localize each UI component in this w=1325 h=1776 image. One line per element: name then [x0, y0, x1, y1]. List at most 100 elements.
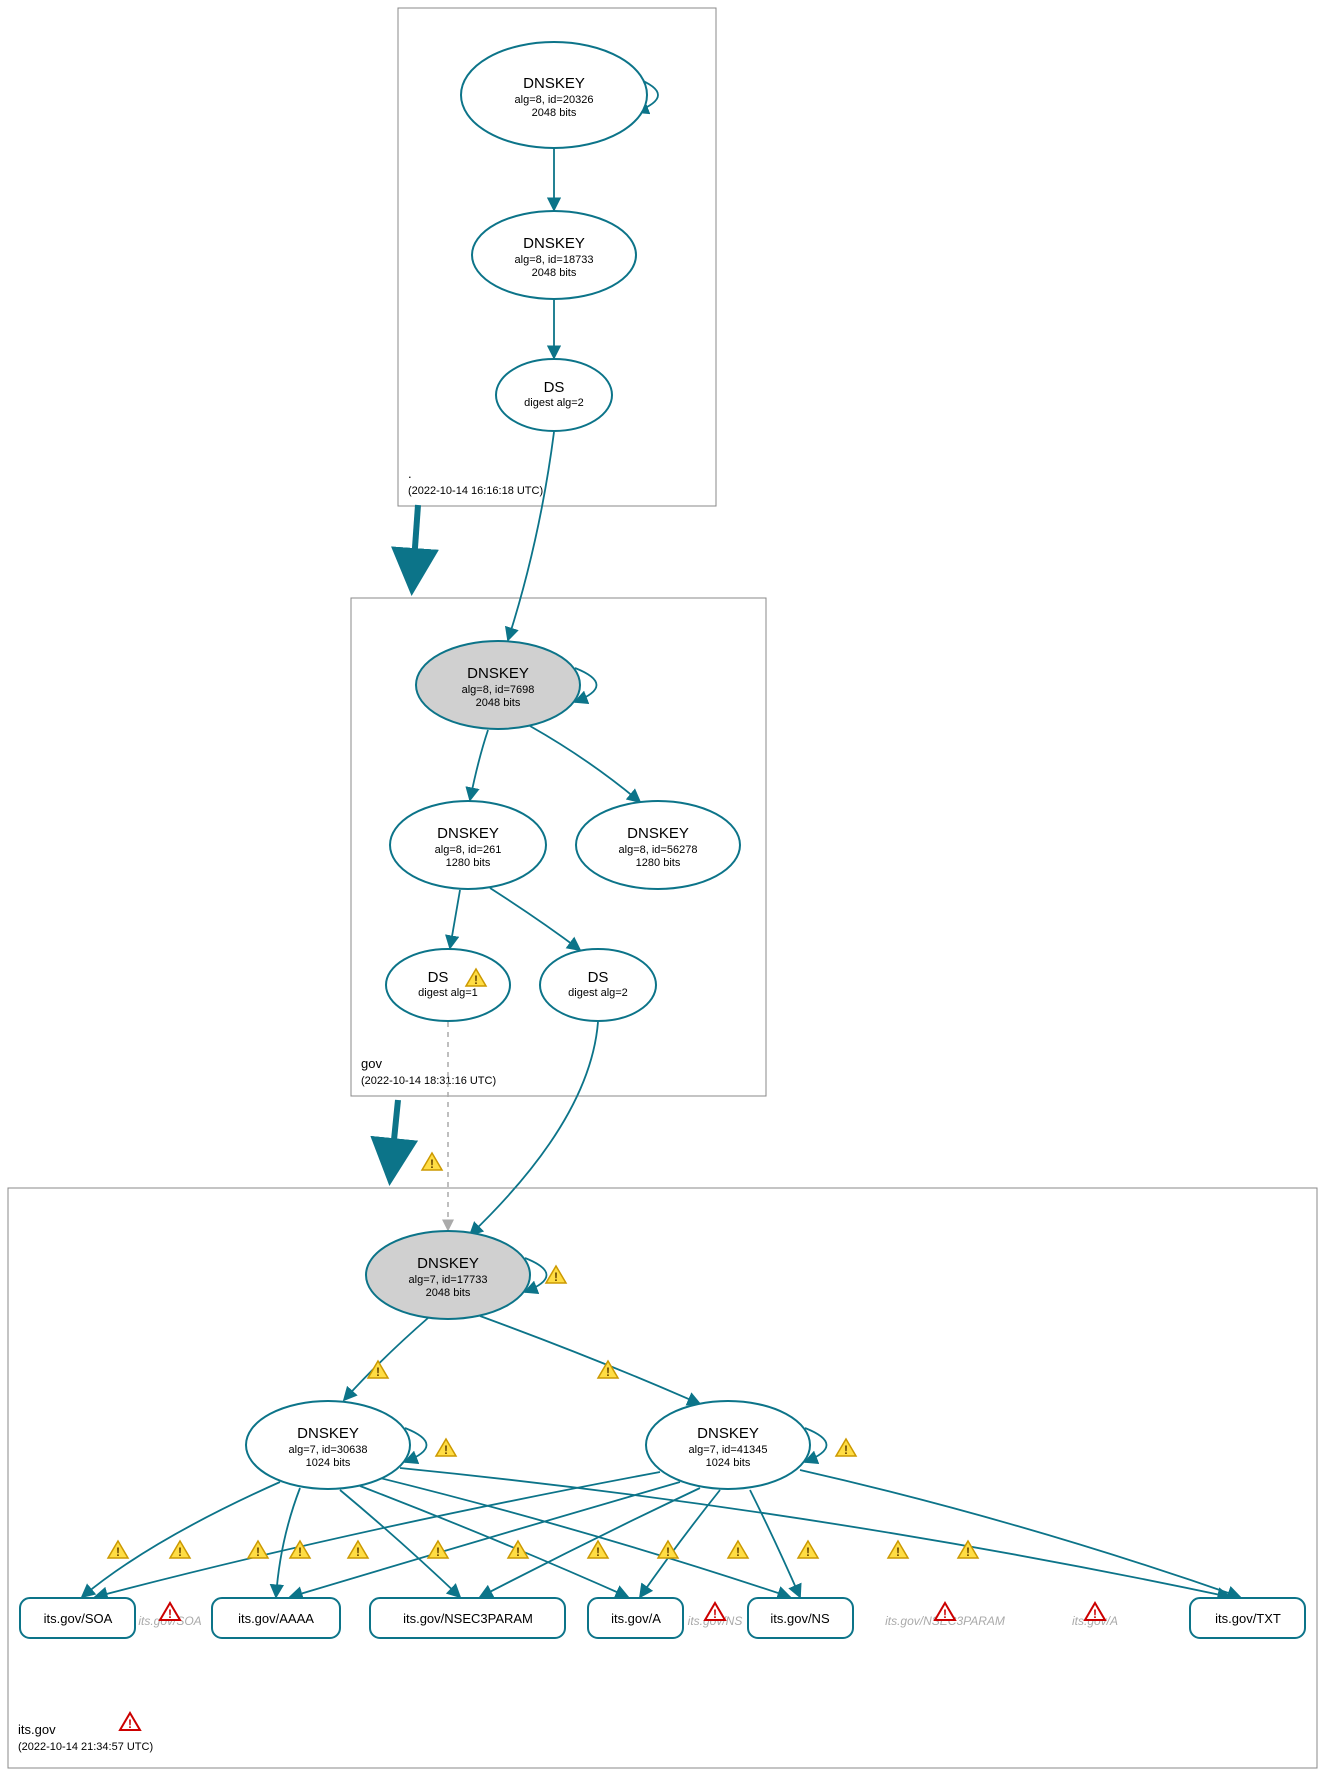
- error-icon: [120, 1713, 140, 1731]
- warning-icon: [546, 1266, 566, 1284]
- svg-text:its.gov/NS: its.gov/NS: [770, 1611, 830, 1626]
- node-gov-ksk: DNSKEY alg=8, id=7698 2048 bits: [416, 641, 580, 729]
- svg-text:1280 bits: 1280 bits: [636, 857, 681, 869]
- warning-icon: [598, 1361, 618, 1379]
- edge: [344, 1318, 428, 1400]
- edge: [470, 1022, 598, 1235]
- svg-text:alg=8, id=18733: alg=8, id=18733: [515, 254, 594, 266]
- error-icon: [1085, 1603, 1105, 1621]
- svg-text:DS: DS: [428, 969, 449, 986]
- zone-gov-label: gov: [361, 1056, 382, 1071]
- warning-icon: [368, 1361, 388, 1379]
- zone-root-label: .: [408, 466, 412, 481]
- node-its-ksk: DNSKEY alg=7, id=17733 2048 bits: [366, 1231, 530, 1319]
- svg-text:DNSKEY: DNSKEY: [417, 1255, 479, 1272]
- svg-text:DNSKEY: DNSKEY: [297, 1425, 359, 1442]
- warning-icon: [958, 1541, 978, 1559]
- zone-its: [8, 1188, 1317, 1768]
- svg-text:alg=7, id=41345: alg=7, id=41345: [689, 1444, 768, 1456]
- node-its-zsk1: DNSKEY alg=7, id=30638 1024 bits: [246, 1401, 410, 1489]
- svg-text:alg=7, id=30638: alg=7, id=30638: [289, 1444, 368, 1456]
- record-txt: its.gov/TXT: [1190, 1598, 1305, 1638]
- error-icon: [705, 1603, 725, 1621]
- edge: [530, 726, 640, 802]
- warning-icon: [508, 1541, 528, 1559]
- record-soa: its.gov/SOA: [20, 1598, 135, 1638]
- svg-text:digest alg=2: digest alg=2: [524, 397, 584, 409]
- svg-text:DS: DS: [588, 969, 609, 986]
- warning-icon: [836, 1439, 856, 1457]
- edge: [290, 1482, 680, 1597]
- edge: [470, 730, 488, 800]
- edge: [490, 888, 580, 950]
- warning-icon: [436, 1439, 456, 1457]
- edge: [640, 1490, 720, 1597]
- svg-text:alg=8, id=7698: alg=8, id=7698: [462, 684, 535, 696]
- svg-text:DNSKEY: DNSKEY: [627, 825, 689, 842]
- svg-text:digest alg=2: digest alg=2: [568, 987, 628, 999]
- error-icon: [160, 1603, 180, 1621]
- zone-its-label: its.gov: [18, 1722, 56, 1737]
- svg-text:digest alg=1: digest alg=1: [418, 987, 478, 999]
- svg-text:its.gov/A: its.gov/A: [611, 1611, 661, 1626]
- record-a: its.gov/A: [588, 1598, 683, 1638]
- svg-text:DNSKEY: DNSKEY: [523, 235, 585, 252]
- svg-text:its.gov/AAAA: its.gov/AAAA: [238, 1611, 314, 1626]
- warning-icon: [108, 1541, 128, 1559]
- svg-text:alg=7, id=17733: alg=7, id=17733: [409, 1274, 488, 1286]
- edge: [82, 1482, 280, 1597]
- svg-text:1024 bits: 1024 bits: [706, 1457, 751, 1469]
- node-gov-ds2: DS digest alg=2: [540, 949, 656, 1021]
- node-root-ds: DS digest alg=2: [496, 359, 612, 431]
- svg-text:DS: DS: [544, 379, 565, 396]
- zone-root-time: (2022-10-14 16:16:18 UTC): [408, 485, 543, 497]
- svg-text:2048 bits: 2048 bits: [532, 107, 577, 119]
- svg-text:2048 bits: 2048 bits: [476, 697, 521, 709]
- svg-text:alg=8, id=56278: alg=8, id=56278: [619, 844, 698, 856]
- edge: [276, 1488, 300, 1597]
- edge: [400, 1468, 1230, 1597]
- svg-text:2048 bits: 2048 bits: [532, 267, 577, 279]
- svg-text:2048 bits: 2048 bits: [426, 1287, 471, 1299]
- node-its-zsk2: DNSKEY alg=7, id=41345 1024 bits: [646, 1401, 810, 1489]
- edge: [800, 1470, 1240, 1597]
- warning-icon: [588, 1541, 608, 1559]
- svg-text:DNSKEY: DNSKEY: [467, 665, 529, 682]
- warning-icon: [248, 1541, 268, 1559]
- delegation-root-gov: [412, 505, 418, 590]
- svg-text:its.gov/SOA: its.gov/SOA: [44, 1611, 113, 1626]
- warning-icon: [422, 1153, 442, 1171]
- node-gov-ds1: DS digest alg=1: [386, 949, 510, 1021]
- delegation-gov-its: [390, 1100, 398, 1180]
- svg-text:DNSKEY: DNSKEY: [697, 1425, 759, 1442]
- warning-icon: [798, 1541, 818, 1559]
- node-gov-zsk2: DNSKEY alg=8, id=56278 1280 bits: [576, 801, 740, 889]
- svg-text:its.gov/NSEC3PARAM: its.gov/NSEC3PARAM: [403, 1611, 533, 1626]
- edge: [750, 1490, 800, 1597]
- svg-text:1280 bits: 1280 bits: [446, 857, 491, 869]
- record-nsec3param: its.gov/NSEC3PARAM: [370, 1598, 565, 1638]
- warning-icon: [888, 1541, 908, 1559]
- record-ns: its.gov/NS: [748, 1598, 853, 1638]
- edge: [508, 432, 554, 640]
- edge: [450, 890, 460, 948]
- edge: [480, 1316, 700, 1404]
- edge: [95, 1472, 660, 1597]
- warning-icon: [658, 1541, 678, 1559]
- svg-text:1024 bits: 1024 bits: [306, 1457, 351, 1469]
- record-aaaa: its.gov/AAAA: [212, 1598, 340, 1638]
- dnssec-diagram: ! ! . (2022-10-14 16:16:18 UTC) gov (202…: [0, 0, 1325, 1776]
- error-icon: [935, 1603, 955, 1621]
- node-root-zsk: DNSKEY alg=8, id=18733 2048 bits: [472, 211, 636, 299]
- node-root-ksk: DNSKEY alg=8, id=20326 2048 bits: [461, 42, 647, 148]
- zone-its-time: (2022-10-14 21:34:57 UTC): [18, 1741, 153, 1753]
- warning-icon: [290, 1541, 310, 1559]
- warning-icon: [348, 1541, 368, 1559]
- zone-gov-time: (2022-10-14 18:31:16 UTC): [361, 1075, 496, 1087]
- warning-icon: [728, 1541, 748, 1559]
- svg-text:alg=8, id=261: alg=8, id=261: [435, 844, 502, 856]
- svg-text:its.gov/TXT: its.gov/TXT: [1215, 1611, 1281, 1626]
- svg-text:DNSKEY: DNSKEY: [437, 825, 499, 842]
- node-gov-zsk1: DNSKEY alg=8, id=261 1280 bits: [390, 801, 546, 889]
- warning-icon: [170, 1541, 190, 1559]
